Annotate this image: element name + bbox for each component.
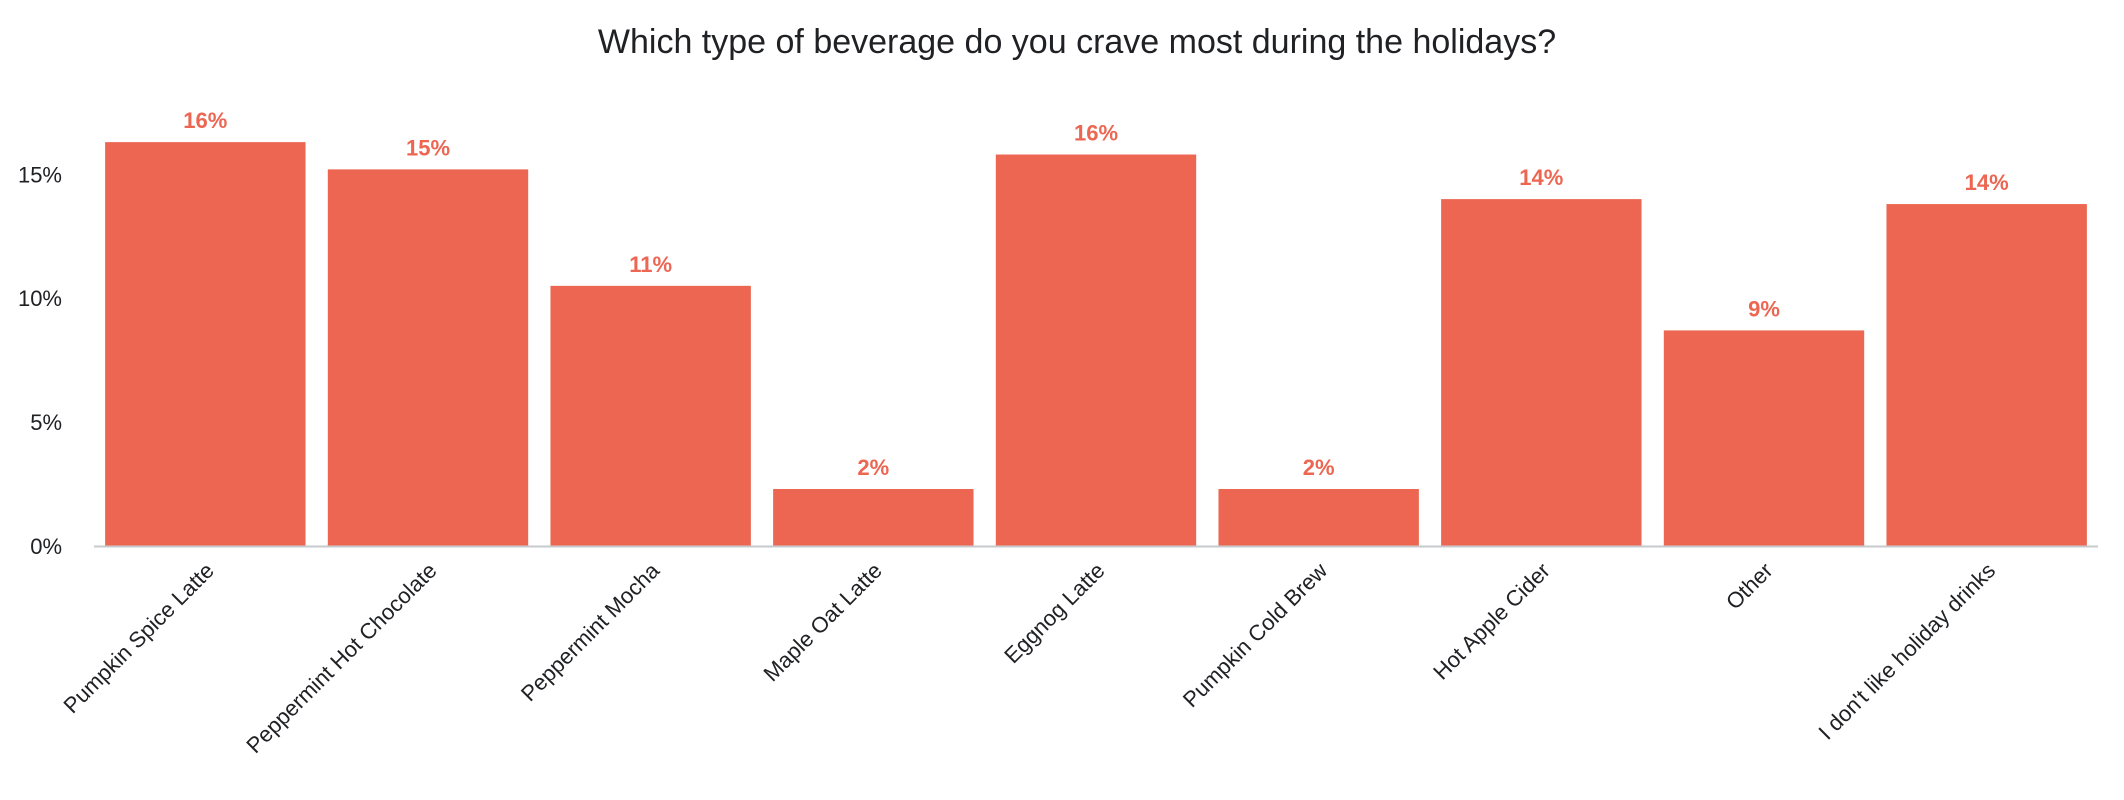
y-tick-label: 15% [18,162,62,187]
bar [995,154,1197,546]
y-tick-label: 0% [30,534,62,559]
bar [1886,204,2087,547]
bar [1218,489,1419,546]
data-labels: 16% 15% 11% 2% 16% 2% 14% 9% 14% [183,108,2008,480]
category-label: Peppermint Mocha [516,557,665,706]
data-label: 2% [1303,455,1335,480]
data-label: 14% [1965,170,2009,195]
category-label: Eggnog Latte [999,558,1109,668]
bar [773,489,974,546]
category-label: Peppermint Hot Chocolate [241,558,441,758]
category-label: Maple Oat Latte [758,558,886,686]
category-label: Hot Apple Cider [1428,558,1555,685]
data-label: 2% [857,455,889,480]
y-tick-label: 5% [30,410,62,435]
bar [327,169,529,546]
category-labels: Pumpkin Spice Latte Peppermint Hot Chocol… [59,557,2001,758]
bar [1663,330,1865,546]
y-axis-ticks: 0% 5% 10% 15% [18,162,62,559]
data-label: 15% [406,135,450,160]
data-label: 11% [629,252,672,277]
data-label: 9% [1748,296,1780,321]
data-label: 16% [183,108,227,133]
data-label: 14% [1519,165,1563,190]
bars [105,142,2087,547]
bar [105,142,306,546]
bar [550,285,751,546]
chart-title: Which type of beverage do you crave most… [598,23,1556,61]
bar [1441,199,1642,546]
category-label: I don't like holiday drinks [1814,558,2001,745]
data-label: 16% [1074,121,1118,146]
category-label: Other [1721,558,1778,615]
category-label: Pumpkin Spice Latte [59,558,219,718]
y-tick-label: 10% [18,286,62,311]
category-label: Pumpkin Cold Brew [1178,558,1332,712]
